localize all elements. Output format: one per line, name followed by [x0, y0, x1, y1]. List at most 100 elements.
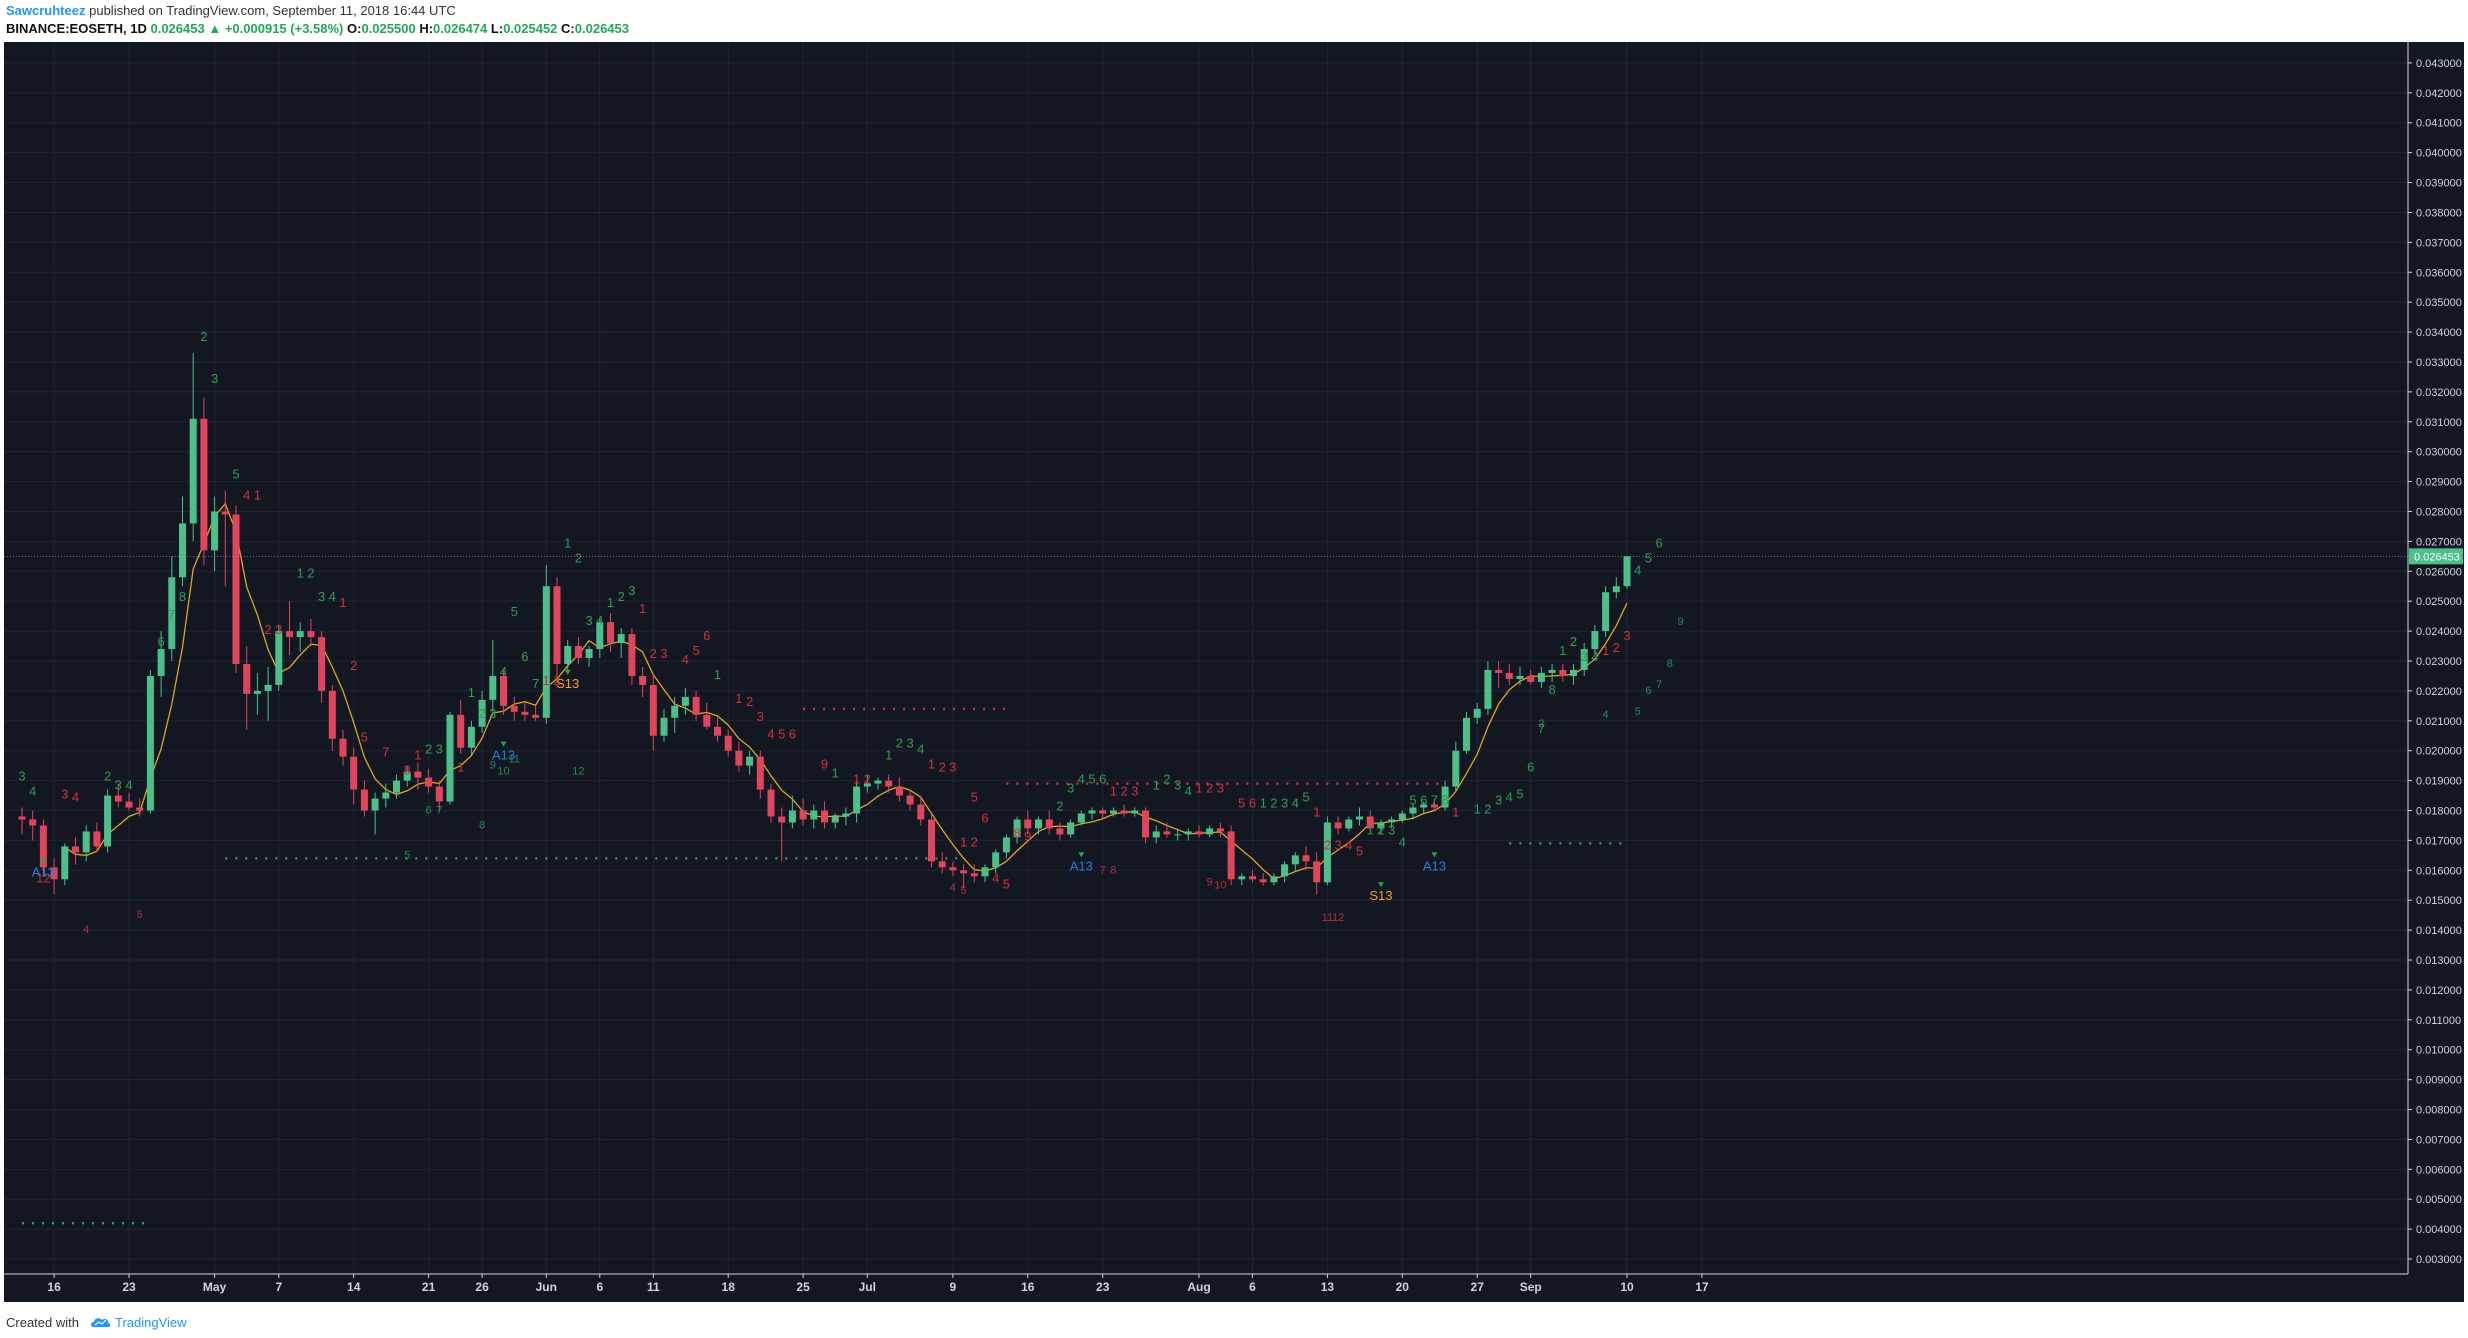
td-setup-count: 1: [1367, 822, 1374, 837]
td-setup-count: 4: [72, 790, 79, 805]
candle-down: [425, 777, 433, 787]
td-setup-count: 7: [1431, 793, 1438, 808]
td-setup-count: 1: [832, 766, 839, 781]
td-setup-count: 2: [425, 742, 432, 757]
td-setup-count: 5: [511, 604, 518, 619]
candle-down: [799, 810, 807, 820]
td-setup-count: 6: [1249, 796, 1256, 811]
td-setup-count: 3: [1581, 649, 1588, 664]
candle-up: [1131, 810, 1139, 814]
candle-up: [264, 684, 272, 691]
td-setup-count: 3: [906, 736, 913, 751]
candle-down: [1216, 828, 1224, 832]
td-setup-count: 5: [232, 467, 239, 482]
tradingview-cloud-icon: [90, 1318, 111, 1327]
candle-up: [211, 511, 219, 551]
td-setup-count: 2: [650, 646, 657, 661]
candle-down: [1495, 669, 1503, 673]
candle-down: [639, 675, 647, 685]
price-tick-label: 0.015000: [2416, 895, 2462, 907]
td-setup-count: 5: [361, 730, 368, 745]
td-setup-count: 3: [61, 787, 68, 802]
candle-down: [339, 738, 347, 757]
td-setup-count: 4: [767, 727, 774, 742]
td-setup-count: 3: [275, 622, 282, 637]
candle-up: [1281, 864, 1289, 877]
candle-up: [446, 714, 454, 802]
td-setup-count: 8: [1548, 682, 1555, 697]
chart-area[interactable]: 0.043000 0.042000 0.041000 0.040000 0.039000…: [4, 42, 2464, 1302]
td-setup-count: 4: [1345, 837, 1352, 852]
td-setup-count: 1: [297, 565, 304, 580]
candle-up: [179, 523, 186, 578]
td-setup-count: 1: [1260, 796, 1267, 811]
td-setup-count: 6: [703, 628, 710, 643]
candle-up: [1238, 876, 1246, 880]
time-tick-label: Sep: [1520, 1280, 1542, 1294]
td-setup-count: 1: [607, 595, 614, 610]
tradingview-link[interactable]: TradingView: [89, 1315, 187, 1330]
time-tick-label: 10: [1620, 1280, 1634, 1294]
candle-down: [714, 726, 721, 736]
candle-up: [1420, 804, 1428, 808]
td-setup-count: 1: [1313, 804, 1320, 819]
td-countdown-count: 4: [950, 882, 956, 894]
time-tick-label: 6: [1249, 1280, 1256, 1294]
td-setup-count: 6: [1527, 760, 1534, 775]
candle-down: [1313, 861, 1321, 883]
td-setup-count: 2: [1484, 801, 1491, 816]
candle-down: [521, 711, 529, 715]
td-setup-count: 2: [746, 694, 753, 709]
candle-up: [1088, 810, 1096, 814]
candle-down: [906, 795, 914, 805]
price-tick-label: 0.006000: [2416, 1164, 2462, 1176]
candlestick-chart[interactable]: 0.043000 0.042000 0.041000 0.040000 0.039000…: [4, 42, 2464, 1302]
td-setup-count: 3: [757, 709, 764, 724]
td-setup-count: 2: [1570, 634, 1577, 649]
td-setup-count: 4: [125, 778, 132, 793]
ohlc-line: BINANCE:EOSETH, 1D 0.026453 ▲ +0.000915 …: [6, 20, 629, 38]
price-tick-label: 0.016000: [2416, 865, 2462, 877]
candle-up: [189, 418, 197, 524]
price-tick-label: 0.003000: [2416, 1254, 2462, 1266]
td-setup-count: 2: [1056, 799, 1063, 814]
td-setup-count: 3: [1495, 793, 1502, 808]
td-setup-count: 4: [1292, 796, 1299, 811]
last-price: 0.026453: [150, 21, 205, 36]
author-link[interactable]: Sawcruhteez: [6, 3, 86, 18]
candle-down: [703, 714, 711, 727]
td-setup-count: 1: [543, 673, 550, 688]
candle-down: [221, 511, 229, 515]
published-text: published on TradingView.com, September …: [89, 3, 456, 18]
td-setup-count: 2: [864, 772, 871, 787]
candle-down: [821, 810, 828, 823]
candle-down: [960, 870, 968, 874]
candle-up: [478, 699, 486, 727]
candle-down: [938, 861, 946, 868]
change-arrow-icon: ▲: [208, 21, 222, 36]
candle-up: [1580, 649, 1588, 670]
td-setup-count: 4: [596, 613, 603, 628]
candle-up: [1377, 822, 1385, 829]
td-setup-count: 4: [1399, 834, 1406, 849]
candle-down: [1099, 810, 1107, 814]
td-countdown-count: 10: [497, 766, 509, 778]
price-tick-label: 0.027000: [2416, 536, 2462, 548]
publish-line: Sawcruhteez published on TradingView.com…: [6, 2, 629, 20]
candle-up: [296, 631, 304, 638]
close-value: 0.026453: [574, 21, 629, 36]
td-countdown-count: 11: [508, 754, 519, 766]
candle-down: [1302, 855, 1310, 862]
candle-down: [457, 714, 465, 748]
td-setup-count: 4: [1634, 562, 1641, 577]
candle-down: [318, 637, 326, 691]
candle-down: [928, 819, 935, 862]
td-countdown-count: 7: [436, 804, 442, 816]
td-setup-count: 5: [692, 643, 699, 658]
td-setup-count: 6: [1655, 535, 1662, 550]
candle-up: [382, 792, 390, 799]
candle-up: [617, 634, 625, 644]
candle-up: [981, 867, 989, 877]
candle-up: [831, 816, 839, 823]
td-setup-count: 2: [1206, 781, 1213, 796]
